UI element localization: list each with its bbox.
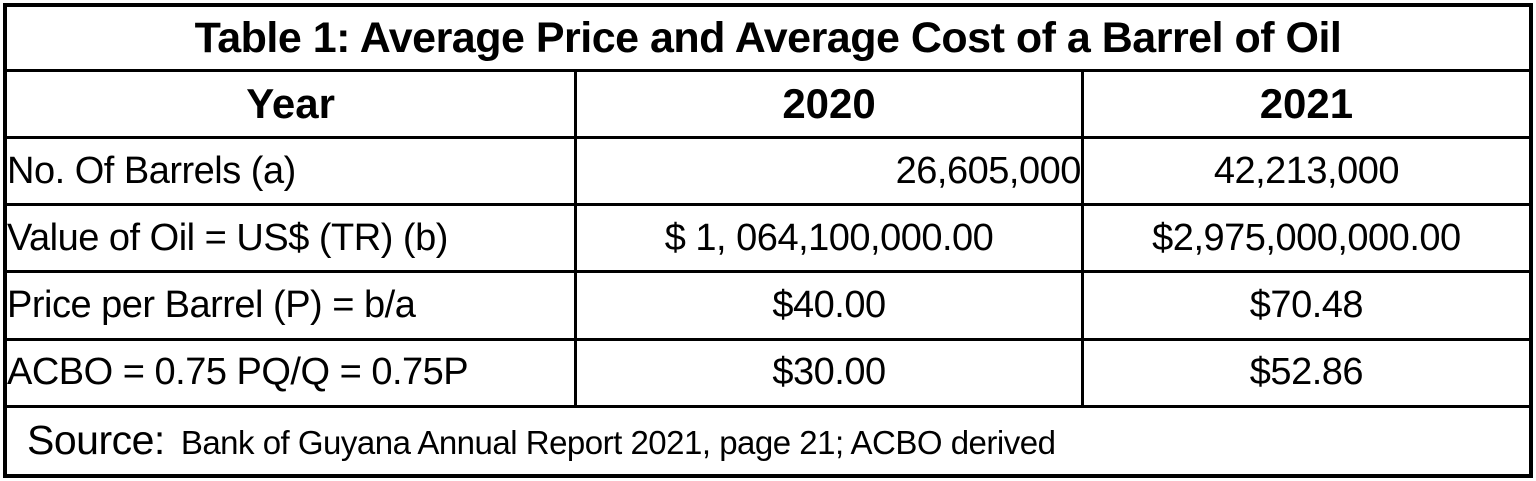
row-label-value: Value of Oil = US$ (TR) (b) [3, 203, 578, 274]
table-row-value: Value of Oil = US$ (TR) (b) $ 1, 064,100… [3, 203, 1533, 274]
cell-acbo-2020: $30.00 [574, 337, 1084, 408]
table-source-row: Source: Bank of Guyana Annual Report 2021… [3, 404, 1533, 478]
row-label-acbo: ACBO = 0.75 PQ/Q = 0.75P [3, 337, 578, 408]
table-header-row: Year 2020 2021 [3, 69, 1533, 140]
cell-value-2021: $2,975,000,000.00 [1080, 203, 1533, 274]
cell-barrels-2020: 26,605,000 [574, 136, 1084, 207]
table-row-acbo: ACBO = 0.75 PQ/Q = 0.75P $30.00 $52.86 [3, 337, 1533, 408]
row-label-price: Price per Barrel (P) = b/a [3, 270, 578, 341]
table-row-price: Price per Barrel (P) = b/a $40.00 $70.48 [3, 270, 1533, 341]
oil-price-cost-table: Table 1: Average Price and Average Cost … [3, 3, 1533, 478]
source-text: Bank of Guyana Annual Report 2021, page … [180, 424, 1056, 462]
cell-price-2020: $40.00 [574, 270, 1084, 341]
cell-value-2020: $ 1, 064,100,000.00 [574, 203, 1084, 274]
source-cell: Source: Bank of Guyana Annual Report 2021… [3, 404, 1533, 478]
cell-barrels-2021: 42,213,000 [1080, 136, 1533, 207]
table-title-row: Table 1: Average Price and Average Cost … [3, 3, 1533, 73]
table-row-barrels: No. Of Barrels (a) 26,605,000 42,213,000 [3, 136, 1533, 207]
table-title: Table 1: Average Price and Average Cost … [3, 3, 1533, 73]
column-header-2020: 2020 [574, 69, 1084, 140]
column-header-2021: 2021 [1080, 69, 1533, 140]
column-header-year: Year [3, 69, 578, 140]
row-label-barrels: No. Of Barrels (a) [3, 136, 578, 207]
cell-price-2021: $70.48 [1080, 270, 1533, 341]
cell-acbo-2021: $52.86 [1080, 337, 1533, 408]
source-label: Source: [27, 417, 165, 464]
